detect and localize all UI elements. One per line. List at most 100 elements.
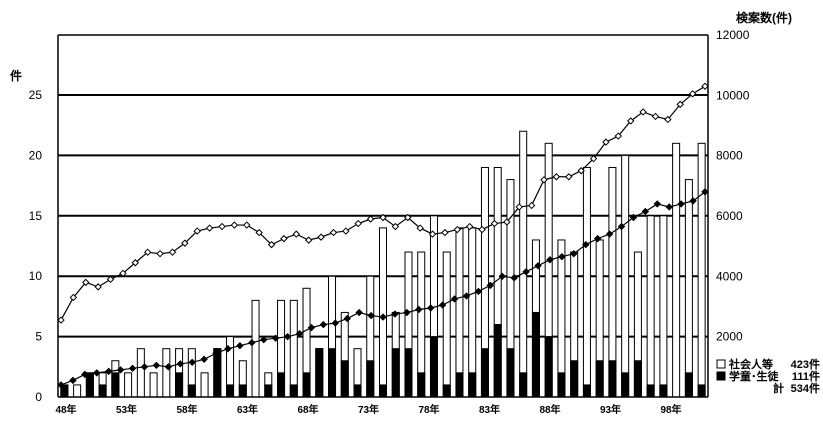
bar-social (289, 299, 298, 398)
cases-count-marker (701, 188, 709, 196)
cases-count-marker (582, 240, 590, 249)
bar-student (264, 384, 273, 398)
cases-rate-marker (478, 225, 486, 234)
bar-student (302, 372, 311, 398)
cases-rate-marker (614, 132, 623, 140)
bar-student (277, 372, 286, 398)
bar-student (582, 384, 591, 398)
cases-count-marker (617, 222, 626, 231)
cases-rate-marker (664, 115, 672, 124)
cases-count-marker (558, 253, 566, 261)
y-right-tick-label: 4000 (716, 269, 743, 283)
bar-student (633, 360, 642, 398)
cases-count-marker (224, 345, 232, 353)
legend-count: 534件 (791, 381, 820, 395)
cases-count-marker (343, 314, 351, 323)
bar-student (480, 348, 489, 398)
bar-social (200, 372, 209, 398)
bar-social (621, 154, 630, 398)
cases-rate-marker (280, 234, 288, 243)
y-left-tick-label: 15 (29, 209, 43, 223)
cases-count-marker (498, 272, 506, 281)
cases-count-marker (236, 342, 244, 350)
cases-count-marker (57, 381, 65, 389)
bar-student (659, 384, 668, 398)
cases-count-marker (271, 334, 280, 342)
bar-student (378, 384, 388, 398)
cases-rate-marker (589, 154, 598, 163)
cases-rate-marker (292, 230, 301, 238)
bar-student (519, 372, 528, 398)
cases-rate-marker (230, 221, 239, 229)
cases-rate-marker (119, 269, 127, 278)
bar-student (506, 348, 515, 398)
cases-rate-marker (540, 176, 548, 184)
bar-student (697, 384, 706, 398)
cases-count-marker (641, 207, 650, 216)
bar-student (544, 336, 553, 398)
legend-count: 111件 (792, 369, 820, 383)
x-tick-label: 78年 (418, 403, 439, 416)
bar-student (595, 360, 604, 398)
x-tick-label: 88年 (539, 403, 560, 416)
x-tick-label: 48年 (55, 403, 76, 416)
axes (57, 35, 709, 398)
cases-rate-marker (515, 203, 523, 211)
cases-count-marker (593, 234, 602, 243)
cases-rate-marker (626, 117, 635, 125)
cases-count-marker (522, 268, 530, 276)
cases-count-marker (200, 355, 208, 363)
bar-social (697, 142, 706, 398)
cases-rate-marker (577, 167, 585, 175)
cases-rate-marker (143, 248, 152, 256)
bar-social (455, 227, 464, 398)
bar-student (646, 384, 655, 398)
cases-count-marker (355, 308, 363, 317)
cases-rate-marker (490, 219, 499, 228)
cases-rate-marker (82, 278, 90, 287)
cases-rate-marker (304, 236, 313, 244)
cases-rate-marker (676, 100, 684, 109)
bar-social (582, 166, 591, 398)
bar-student (85, 372, 94, 398)
cases-rate-marker (602, 138, 610, 146)
y-left-axis-label: 件 (10, 68, 22, 83)
cases-rate-marker (243, 221, 251, 229)
cases-count-marker (689, 197, 697, 205)
x-tick-label: 73年 (358, 403, 379, 416)
bar-social (519, 130, 528, 398)
cases-rate-marker (453, 225, 462, 234)
cases-rate-marker (205, 224, 214, 232)
y-left-tick-label: 5 (35, 330, 42, 344)
cases-count-marker (653, 200, 662, 208)
bar-social (73, 384, 82, 398)
cases-count-marker (104, 367, 113, 376)
cases-rate-marker (639, 108, 647, 116)
x-tick-label: 63年 (237, 403, 258, 416)
y-right-axis-label: 検案数(件) (736, 10, 792, 25)
cases-count-marker (116, 366, 125, 374)
legend-count: 423件 (791, 357, 820, 371)
cases-count-marker (629, 213, 638, 222)
cases-rate-marker (404, 213, 412, 222)
cases-count-marker (450, 295, 459, 303)
bar-student (455, 372, 464, 398)
bar-student (404, 348, 413, 398)
bar-student (98, 384, 107, 398)
cases-count-marker (546, 256, 554, 264)
cases-count-marker (426, 304, 435, 312)
bar-student (340, 360, 349, 398)
bar-social (442, 251, 451, 398)
cases-count-marker (510, 274, 518, 282)
bar-social (684, 179, 693, 398)
cases-count-marker (534, 262, 542, 270)
cases-rate-marker (317, 233, 325, 241)
cases-rate-marker (565, 173, 573, 181)
cases-count-marker (403, 308, 411, 317)
bar-student (175, 372, 184, 398)
cases-rate-marker (701, 82, 709, 90)
bar-student (213, 348, 222, 398)
bar-student (429, 336, 438, 398)
cases-rate-marker (651, 112, 660, 121)
